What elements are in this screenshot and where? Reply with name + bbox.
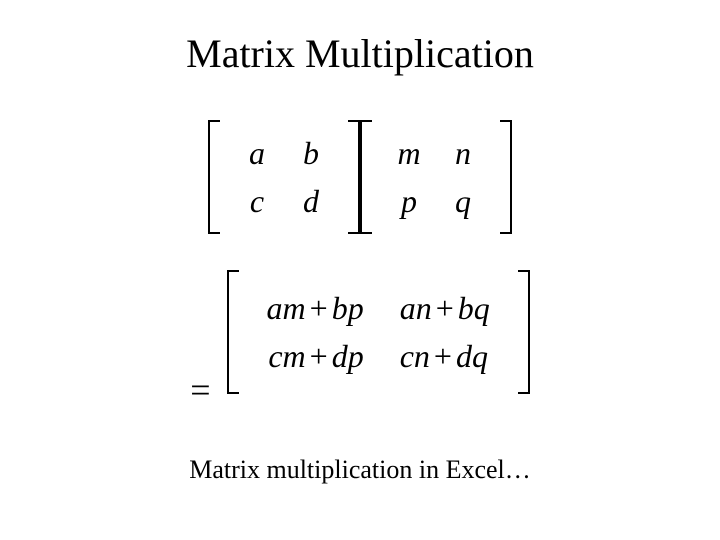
term: cn <box>400 338 430 374</box>
equals-sign: = <box>190 369 210 411</box>
cell-r11: cn+dq <box>382 332 506 380</box>
cell-n: n <box>436 129 490 177</box>
term: dp <box>332 338 364 374</box>
matrix-result: am+bp an+bq cm+dp cn+dq <box>227 270 530 394</box>
term: bp <box>332 290 364 326</box>
cell-q: q <box>436 177 490 225</box>
right-bracket-icon <box>518 270 530 394</box>
plus-sign: + <box>306 290 332 326</box>
cell-c: c <box>230 177 284 225</box>
left-bracket-icon <box>360 120 372 234</box>
cell-b: b <box>284 129 338 177</box>
cell-d: d <box>284 177 338 225</box>
term: dq <box>456 338 488 374</box>
right-bracket-icon <box>348 120 360 234</box>
matrix-B-cells: m n p q <box>372 121 500 233</box>
matrix-product-result: = am+bp an+bq cm+dp cn+dq <box>0 270 720 411</box>
cell-r01: an+bq <box>382 284 508 332</box>
plus-sign: + <box>430 338 456 374</box>
term: am <box>267 290 306 326</box>
cell-a: a <box>230 129 284 177</box>
term: cm <box>268 338 305 374</box>
left-bracket-icon <box>227 270 239 394</box>
matrix-result-cells: am+bp an+bq cm+dp cn+dq <box>239 276 518 388</box>
slide: Matrix Multiplication a b c d m n <box>0 0 720 540</box>
matrix-A: a b c d <box>208 120 360 234</box>
term: an <box>400 290 432 326</box>
caption-text: Matrix multiplication in Excel… <box>0 455 720 485</box>
slide-title: Matrix Multiplication <box>0 30 720 77</box>
plus-sign: + <box>432 290 458 326</box>
matrix-product-input: a b c d m n p q <box>0 120 720 239</box>
term: bq <box>458 290 490 326</box>
matrix-B: m n p q <box>360 120 512 234</box>
cell-r10: cm+dp <box>250 332 381 380</box>
cell-r00: am+bp <box>249 284 382 332</box>
right-bracket-icon <box>500 120 512 234</box>
cell-m: m <box>382 129 436 177</box>
cell-p: p <box>382 177 436 225</box>
plus-sign: + <box>306 338 332 374</box>
matrix-A-cells: a b c d <box>220 121 348 233</box>
left-bracket-icon <box>208 120 220 234</box>
